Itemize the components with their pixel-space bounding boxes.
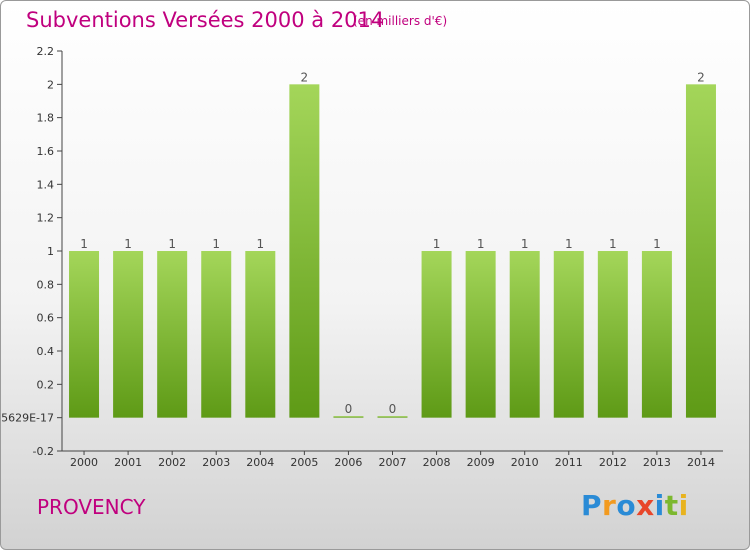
x-tick-label: 2007 xyxy=(379,456,407,469)
chart-axes: 2.2 2 1.8 1.6 1.4 1.2 1 0.8 0.6 0.4 0.2 1.5629E-17 -… xyxy=(1,45,723,469)
data-label: 1 xyxy=(80,237,88,251)
logo-letter: x xyxy=(636,489,655,522)
bar-2012 xyxy=(597,251,628,418)
proxiti-logo[interactable]: Proxiti xyxy=(581,489,689,522)
y-tick-label: -0.2 xyxy=(33,445,54,458)
y-tick-label: 2.2 xyxy=(37,45,55,58)
data-label: 1 xyxy=(477,237,485,251)
data-label: 1 xyxy=(565,237,573,251)
x-tick-label: 2011 xyxy=(555,456,583,469)
bar-2001 xyxy=(113,251,144,418)
bar-2005 xyxy=(289,84,320,418)
bar-2014 xyxy=(685,84,716,418)
y-tick-label: 1.5629E-17 xyxy=(1,412,54,425)
x-tick-label: 2013 xyxy=(643,456,671,469)
x-tick-label: 2012 xyxy=(599,456,627,469)
bar-2003 xyxy=(201,251,232,418)
chart-title: Subventions Versées 2000 à 2014 xyxy=(26,8,385,32)
data-label: 1 xyxy=(168,237,176,251)
x-tick-label: 2003 xyxy=(202,456,230,469)
y-tick-label: 1.8 xyxy=(37,112,55,125)
y-tick-label: 1.4 xyxy=(37,178,55,191)
x-tick-label: 2009 xyxy=(467,456,495,469)
x-tick-label: 2010 xyxy=(511,456,539,469)
bar-2008 xyxy=(421,251,452,418)
data-label: 1 xyxy=(433,237,441,251)
data-label: 1 xyxy=(609,237,617,251)
y-tick-label: 0.4 xyxy=(37,345,55,358)
data-label: 2 xyxy=(301,70,309,84)
bar-2006 xyxy=(333,416,364,418)
bar-2013 xyxy=(641,251,672,418)
bar-series xyxy=(69,84,716,418)
x-tick-label: 2008 xyxy=(423,456,451,469)
bar-2010 xyxy=(509,251,540,418)
y-tick-label: 2 xyxy=(47,78,54,91)
y-tick-label: 1 xyxy=(47,245,54,258)
data-label: 2 xyxy=(697,70,705,84)
logo-letter: P xyxy=(581,489,603,522)
x-tick-label: 2001 xyxy=(114,456,142,469)
commune-name: PROVENCY xyxy=(37,495,146,519)
data-label: 0 xyxy=(389,402,397,416)
data-label: 1 xyxy=(212,237,220,251)
y-tick-label: 0.2 xyxy=(37,378,55,391)
logo-letter: o xyxy=(616,489,637,522)
x-tick-label: 2000 xyxy=(70,456,98,469)
y-tick-label: 0.6 xyxy=(37,312,55,325)
logo-letter: t xyxy=(664,489,679,522)
data-label: 1 xyxy=(256,237,264,251)
bar-2009 xyxy=(465,251,496,418)
x-tick-label: 2004 xyxy=(246,456,274,469)
bar-2000 xyxy=(69,251,100,418)
bar-2002 xyxy=(157,251,188,418)
logo-letter: i xyxy=(654,489,665,522)
data-label: 0 xyxy=(345,402,353,416)
x-tick-label: 2006 xyxy=(334,456,362,469)
bar-2011 xyxy=(553,251,584,418)
logo-letter: i xyxy=(678,489,689,522)
data-label: 1 xyxy=(124,237,132,251)
data-label: 1 xyxy=(653,237,661,251)
y-tick-label: 0.8 xyxy=(37,278,55,291)
bar-2007 xyxy=(377,416,408,418)
data-label: 1 xyxy=(521,237,529,251)
data-labels: 1 1 1 1 1 2 0 0 1 1 1 1 1 1 2 xyxy=(80,70,705,416)
y-tick-label: 1.6 xyxy=(37,145,55,158)
chart-subtitle: (en milliers d'€) xyxy=(353,14,448,28)
x-tick-label: 2002 xyxy=(158,456,186,469)
logo-letter: r xyxy=(602,489,617,522)
x-tick-label: 2005 xyxy=(290,456,318,469)
x-tick-label: 2014 xyxy=(687,456,715,469)
y-tick-label: 1.2 xyxy=(37,212,55,225)
bar-2004 xyxy=(245,251,276,418)
